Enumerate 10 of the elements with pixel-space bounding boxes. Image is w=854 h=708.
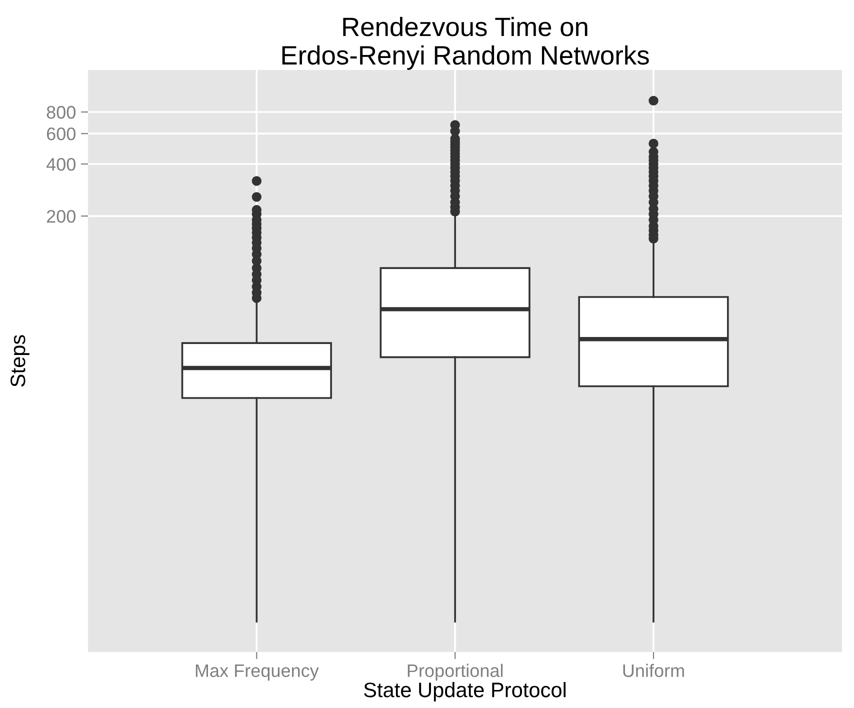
y-axis-title: Steps (10, 335, 30, 387)
y-tick-label: 600 (46, 128, 76, 140)
y-tick-label: 400 (46, 158, 76, 171)
x-axis-title: State Update Protocol (364, 682, 566, 702)
x-tick-label: Proportional (408, 664, 503, 681)
x-tick-label: Max Frequency (196, 664, 319, 681)
y-tick-label: 200 (46, 210, 76, 223)
y-tick-label: 800 (46, 106, 76, 119)
chart-title: Rendezvous Time on Erdos-Renyi Random Networks (282, 16, 649, 70)
x-tick-label: Uniform (623, 664, 684, 678)
